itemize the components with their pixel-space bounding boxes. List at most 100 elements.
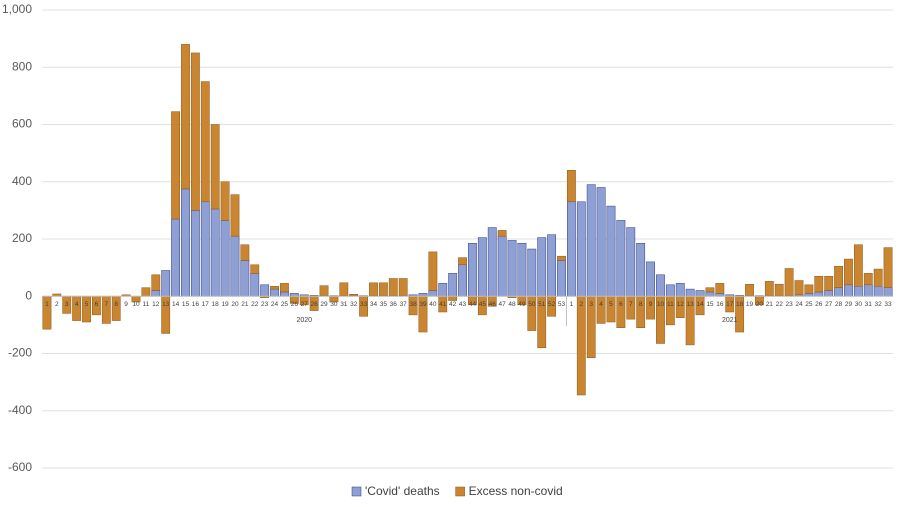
bar	[844, 258, 853, 286]
bar	[210, 124, 220, 210]
x-tick-label: 20	[231, 301, 239, 308]
bar	[675, 283, 685, 297]
bar	[616, 220, 626, 297]
x-tick-label: 33	[884, 301, 892, 308]
bar	[111, 296, 121, 321]
x-tick-label: 18	[212, 301, 220, 308]
x-tick-label: 34	[370, 301, 378, 308]
x-tick-label: 33	[360, 301, 368, 308]
x-tick-label: 3	[589, 301, 593, 308]
x-tick-label: 53	[558, 301, 566, 308]
bar	[250, 273, 260, 297]
bar	[646, 261, 655, 297]
x-tick-label: 51	[538, 301, 546, 308]
x-tick-label: 26	[815, 301, 823, 308]
x-tick-label: 14	[696, 301, 704, 308]
x-tick-label: 28	[835, 301, 843, 308]
x-tick-label: 9	[124, 301, 128, 308]
bar	[319, 285, 329, 296]
bar	[270, 285, 279, 290]
x-tick-label: 11	[143, 301, 150, 308]
x-tick-label: 48	[508, 301, 516, 308]
bar	[181, 44, 190, 190]
x-tick-label: 5	[609, 301, 613, 308]
x-tick-label: 52	[548, 301, 556, 308]
bar	[151, 290, 161, 297]
x-tick-label: 2	[579, 301, 583, 308]
bar	[814, 275, 824, 293]
bar	[784, 268, 794, 296]
x-tick-label: 23	[785, 301, 793, 308]
y-tick-label: -400	[8, 403, 32, 417]
x-tick-label: 35	[380, 301, 388, 308]
y-tick-label: 200	[12, 231, 32, 245]
bar	[824, 275, 834, 291]
x-tick-label: 12	[152, 301, 160, 308]
bar	[448, 273, 458, 297]
x-tick-label: 36	[390, 301, 398, 308]
bar	[557, 255, 566, 261]
x-tick-label: 16	[716, 301, 724, 308]
bar	[497, 235, 507, 297]
x-tick-label: 40	[429, 301, 437, 308]
x-tick-label: 15	[706, 301, 714, 308]
x-tick-label: 31	[865, 301, 873, 308]
bar	[844, 284, 853, 297]
x-group-label: 2021	[722, 317, 738, 324]
bar	[181, 188, 190, 297]
x-tick-label: 25	[805, 301, 813, 308]
bar	[863, 284, 873, 297]
bar	[834, 287, 843, 297]
x-tick-label: 12	[677, 301, 685, 308]
x-tick-label: 25	[281, 301, 289, 308]
bar	[705, 291, 715, 297]
x-tick-label: 19	[746, 301, 754, 308]
x-tick-label: 22	[251, 301, 259, 308]
bar	[764, 281, 774, 296]
bar	[72, 296, 82, 321]
bar	[190, 210, 200, 297]
bar	[537, 237, 547, 297]
bar	[339, 282, 349, 296]
x-tick-label: 19	[221, 301, 229, 308]
x-tick-label: 44	[469, 301, 477, 308]
bar	[527, 248, 537, 297]
x-tick-label: 31	[340, 301, 348, 308]
x-tick-label: 24	[271, 301, 279, 308]
x-tick-label: 50	[528, 301, 536, 308]
x-tick-label: 30	[330, 301, 338, 308]
bar	[468, 243, 477, 297]
bar	[220, 220, 230, 297]
y-tick-label: -200	[8, 346, 32, 360]
y-tick-label: 800	[12, 59, 32, 73]
legend-label: 'Covid' deaths	[365, 484, 440, 498]
x-tick-label: 17	[202, 301, 210, 308]
bar	[715, 283, 725, 294]
bar	[438, 283, 448, 297]
bar	[388, 278, 398, 296]
x-tick-label: 11	[667, 301, 674, 308]
bar	[428, 290, 438, 297]
bar	[557, 260, 566, 297]
bar	[853, 285, 863, 297]
x-tick-label: 43	[459, 301, 467, 308]
x-tick-label: 32	[350, 301, 358, 308]
bar	[824, 290, 834, 297]
bar	[230, 235, 240, 297]
bar	[695, 290, 705, 297]
bar	[398, 278, 408, 296]
x-tick-label: 4	[599, 301, 603, 308]
x-tick-label: 21	[766, 301, 774, 308]
bar	[606, 205, 616, 297]
x-tick-label: 3	[65, 301, 69, 308]
bar	[873, 285, 883, 297]
bar	[814, 291, 824, 297]
legend-label: Excess non-covid	[469, 484, 563, 498]
bar	[141, 287, 151, 297]
y-tick-label: 600	[12, 117, 32, 131]
bar	[497, 230, 507, 237]
bar	[804, 284, 814, 294]
bar	[280, 291, 289, 297]
bar	[596, 187, 606, 297]
x-tick-label: 38	[409, 301, 417, 308]
